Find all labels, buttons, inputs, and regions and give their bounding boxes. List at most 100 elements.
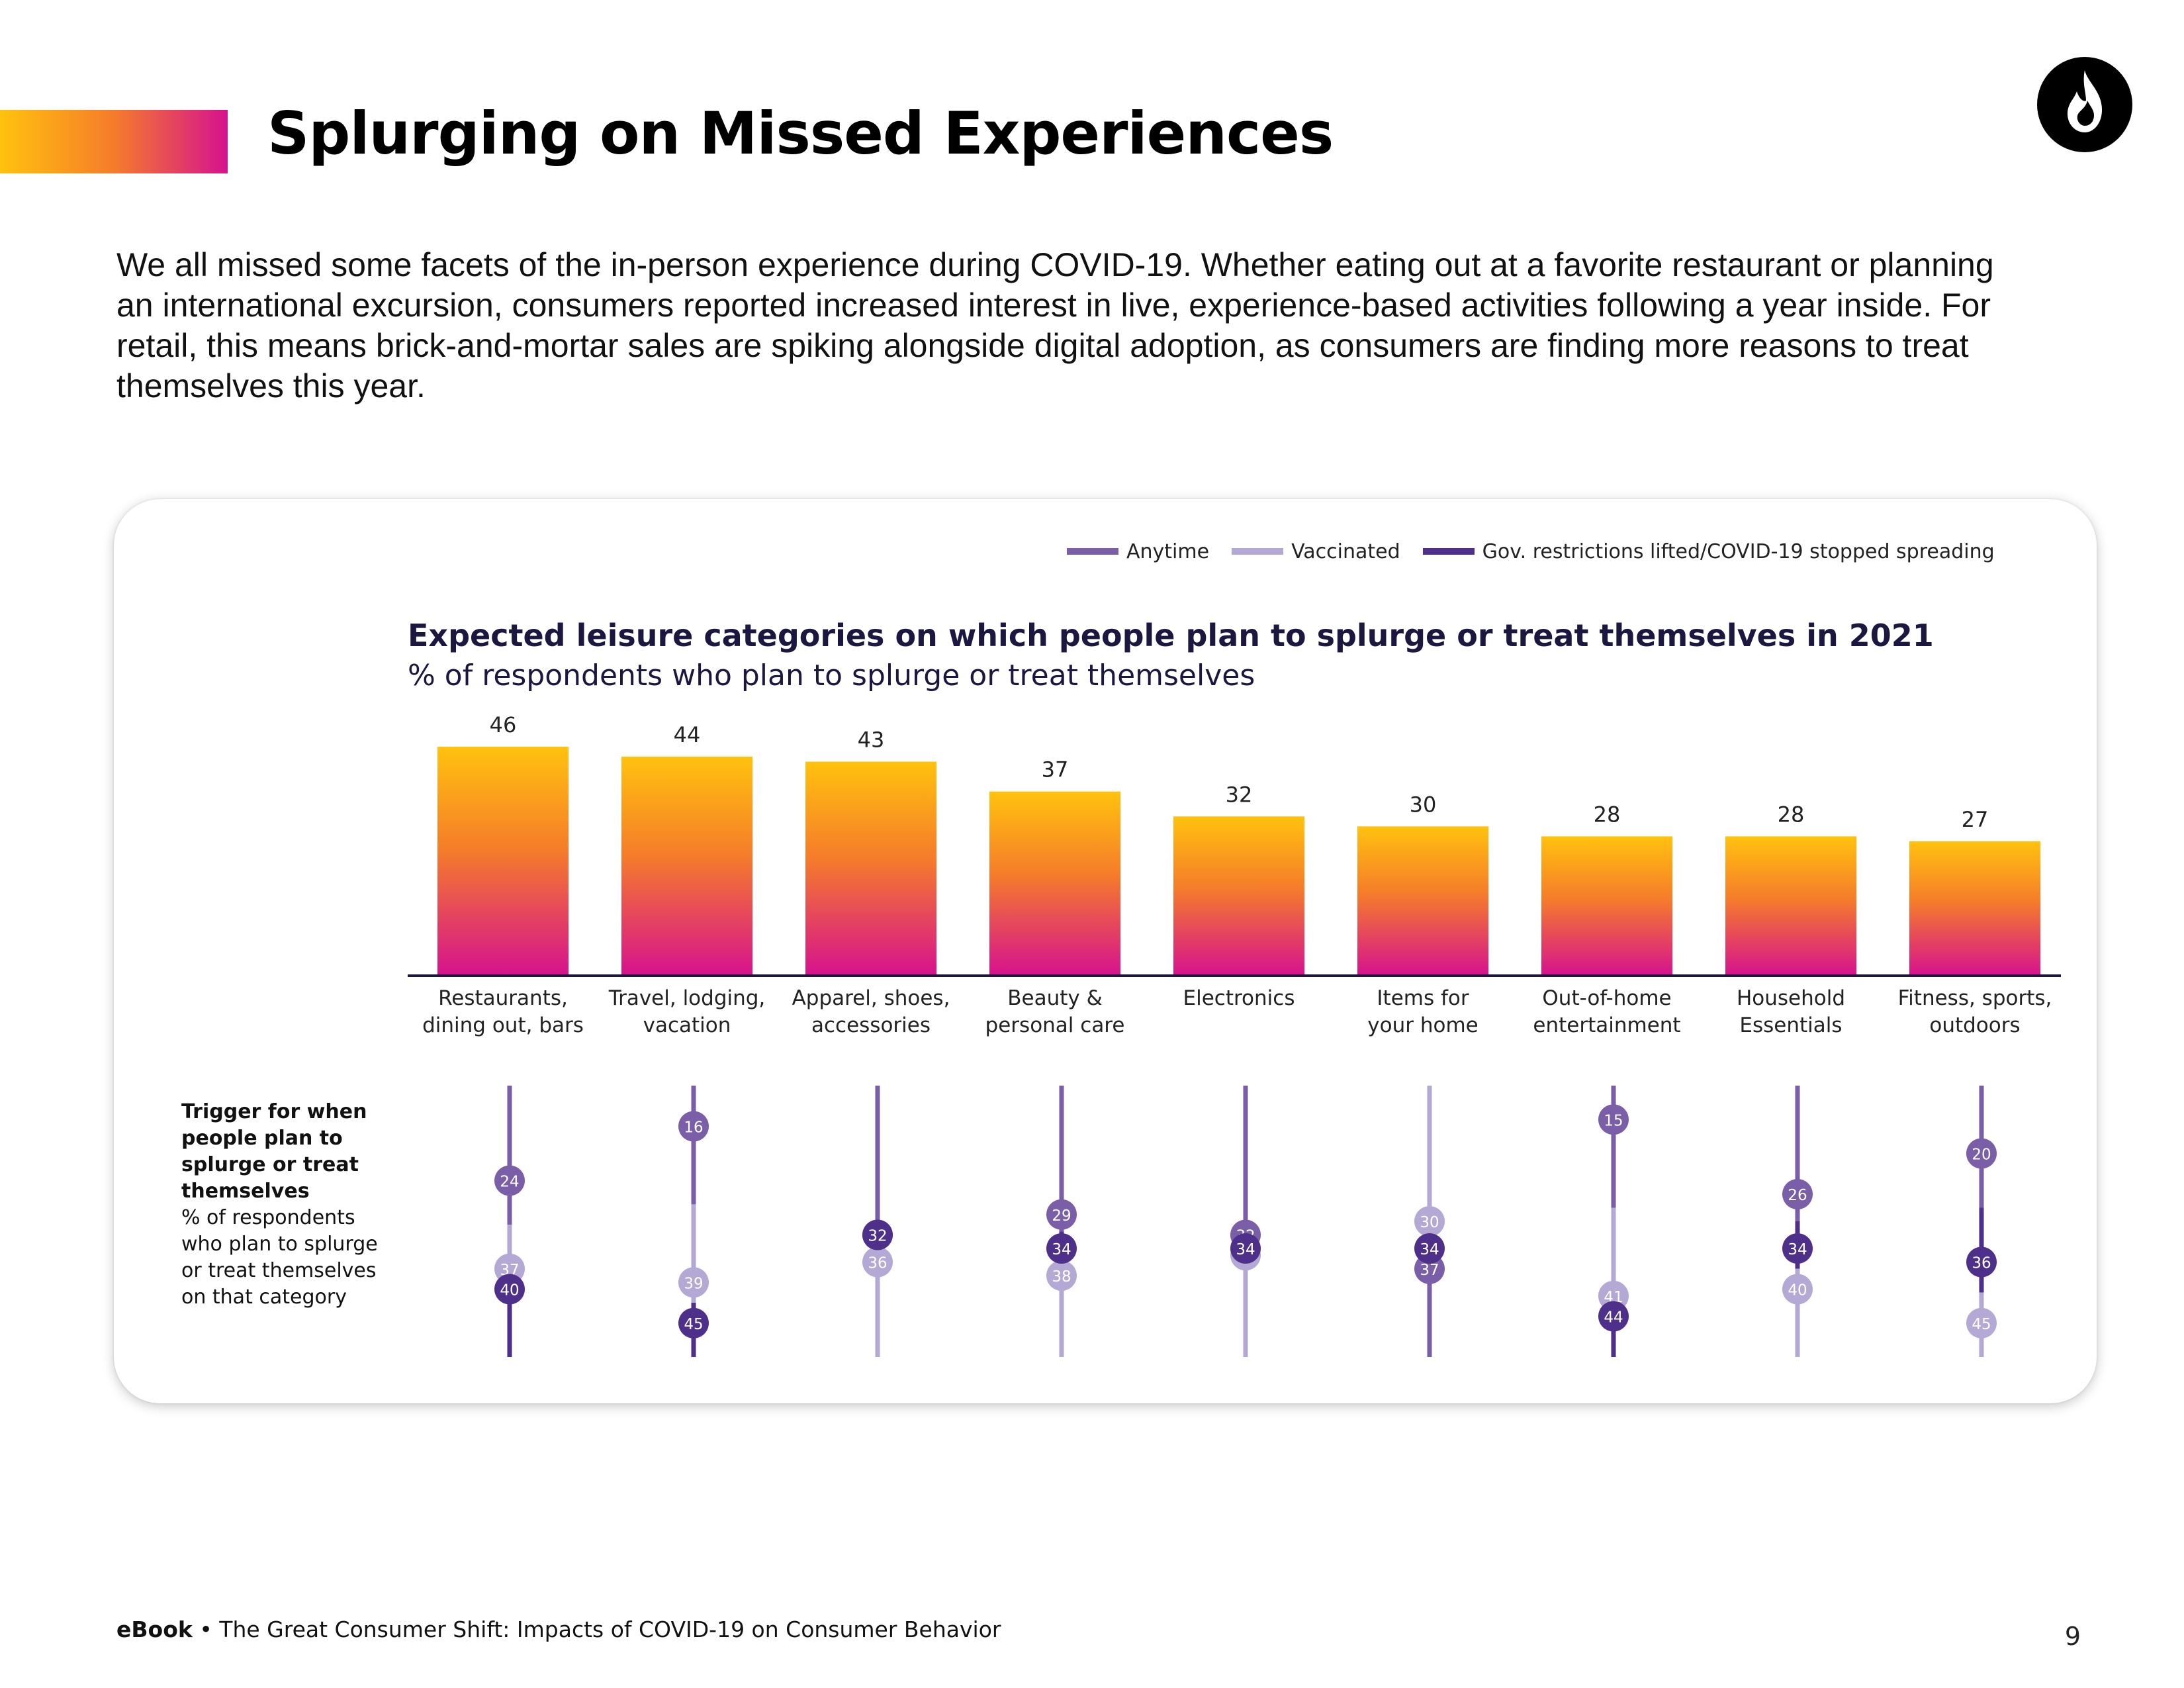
bar [1725, 836, 1856, 976]
trigger-dot [1966, 1246, 1997, 1278]
footer-separator: • [199, 1617, 212, 1642]
trigger-dot [862, 1219, 893, 1250]
bar-value-label: 32 [1226, 782, 1253, 807]
legend-swatch-restrictions-lifted [1422, 548, 1475, 555]
bar-value-label: 46 [490, 712, 517, 737]
bar [1909, 841, 2040, 976]
bar-value-label: 27 [1962, 807, 1989, 832]
trigger-dot [494, 1274, 525, 1305]
trigger-dot-value: 26 [1788, 1187, 1807, 1204]
trigger-label-line: % of respondents [181, 1206, 355, 1229]
category-label-line: dining out, bars [422, 1013, 584, 1037]
trigger-dot [1414, 1206, 1445, 1237]
trigger-dot-value: 16 [684, 1119, 703, 1137]
trigger-dot-value: 15 [1604, 1112, 1623, 1129]
bar-value-label: 28 [1594, 802, 1621, 827]
trigger-label-bold-line: splurge or treat [181, 1153, 359, 1176]
trigger-label-line: who plan to splurge [181, 1233, 378, 1256]
legend-label-vaccinated: Vaccinated [1291, 539, 1400, 563]
trigger-dot [1046, 1260, 1077, 1291]
title-accent-bar [0, 110, 228, 173]
trigger-dot [678, 1307, 709, 1338]
trigger-dot-value: 34 [1052, 1241, 1071, 1258]
intro-paragraph: We all missed some facets of the in-pers… [116, 246, 1994, 404]
category-label-line: Apparel, shoes, [792, 986, 950, 1010]
category-label-line: outdoors [1929, 1013, 2020, 1037]
trigger-dot-value: 36 [1972, 1255, 1991, 1272]
trigger-dot-value: 37 [1420, 1262, 1439, 1279]
category-label: Electronics [1183, 986, 1295, 1010]
trigger-dot [1966, 1307, 1997, 1338]
trigger-dot [1046, 1199, 1077, 1230]
trigger-dot [1966, 1138, 1997, 1169]
trigger-dot-value: 44 [1604, 1309, 1623, 1327]
category-label-line: personal care [985, 1013, 1125, 1037]
bar [989, 791, 1120, 976]
trigger-dot-value: 34 [1420, 1241, 1439, 1258]
category-label-line: Essentials [1739, 1013, 1842, 1037]
category-label-line: accessories [811, 1013, 931, 1037]
bar-value-label: 37 [1042, 757, 1069, 782]
trigger-dot-value: 20 [1972, 1147, 1991, 1164]
trigger-dot [1598, 1104, 1629, 1135]
bar [1357, 826, 1488, 976]
bar-value-label: 44 [674, 722, 701, 747]
trigger-label-line: or treat themselves [181, 1259, 377, 1282]
legend-swatch-vaccinated [1232, 548, 1284, 555]
trigger-dot-value: 39 [684, 1275, 703, 1292]
trigger-dot [678, 1111, 709, 1142]
category-label: Beauty & personal care [985, 986, 1125, 1037]
bar-value-label: 30 [1410, 792, 1437, 817]
category-label-line: Restaurants, [438, 986, 568, 1010]
page-title: Splurging on Missed Experiences [267, 99, 1334, 167]
category-label: Household Essentials [1737, 986, 1845, 1037]
category-label-line: Items for [1377, 986, 1469, 1010]
bar [1173, 816, 1304, 976]
legend-swatch-anytime [1067, 548, 1118, 555]
chart-legend: Anytime Vaccinated Gov. restrictions lif… [1067, 535, 1995, 568]
trigger-dot [1782, 1179, 1813, 1209]
footer-ebook-label: eBook [116, 1617, 193, 1642]
trigger-dot-value: 34 [1236, 1241, 1255, 1258]
trigger-dot [1230, 1233, 1261, 1264]
trigger-dot [1414, 1233, 1445, 1264]
trigger-dot [862, 1246, 893, 1278]
bar [621, 757, 752, 976]
category-label: Items for your home [1367, 986, 1478, 1037]
category-label: Restaurants, dining out, bars [422, 986, 584, 1037]
category-label-line: Household [1737, 986, 1845, 1010]
bar [805, 761, 936, 976]
trigger-dot-value: 40 [1788, 1282, 1807, 1299]
trigger-dot [494, 1165, 525, 1196]
trigger-label-bold-line: people plan to [181, 1127, 343, 1150]
flame-icon [2037, 57, 2132, 152]
footer-title: The Great Consumer Shift: Impacts of COV… [219, 1617, 1001, 1642]
trigger-dot-value: 38 [1052, 1268, 1071, 1286]
page-number: 9 [2064, 1622, 2081, 1651]
trigger-dot [678, 1267, 709, 1298]
category-label-line: Travel, lodging, [608, 986, 766, 1010]
category-label-line: Beauty & [1007, 986, 1103, 1010]
category-label-line: Out-of-home [1542, 986, 1671, 1010]
category-label-line: Electronics [1183, 986, 1295, 1010]
bar [1541, 836, 1672, 976]
category-label-line: your home [1367, 1013, 1478, 1037]
bar-value-label: 28 [1778, 802, 1805, 827]
chart-title: Expected leisure categories on which peo… [408, 618, 1934, 653]
category-label-line: Fitness, sports, [1898, 986, 2052, 1010]
trigger-dot-value: 36 [868, 1255, 887, 1272]
trigger-dot-value: 34 [1788, 1241, 1807, 1258]
category-label: Apparel, shoes, accessories [792, 986, 950, 1037]
trigger-dot-value: 45 [1972, 1316, 1991, 1333]
trigger-dot-value: 24 [500, 1174, 519, 1191]
category-label-line: entertainment [1533, 1013, 1680, 1037]
footer: eBook • The Great Consumer Shift: Impact… [116, 1617, 1001, 1642]
legend-label-restrictions-lifted: Gov. restrictions lifted/COVID-19 stoppe… [1482, 539, 1995, 563]
category-label: Fitness, sports, outdoors [1898, 986, 2052, 1037]
trigger-dot-value: 45 [684, 1316, 703, 1333]
trigger-dot [1598, 1301, 1629, 1332]
trigger-dot [1046, 1233, 1077, 1264]
legend-item-vaccinated: Vaccinated [1232, 540, 1400, 563]
category-label: Travel, lodging, vacation [608, 986, 766, 1037]
